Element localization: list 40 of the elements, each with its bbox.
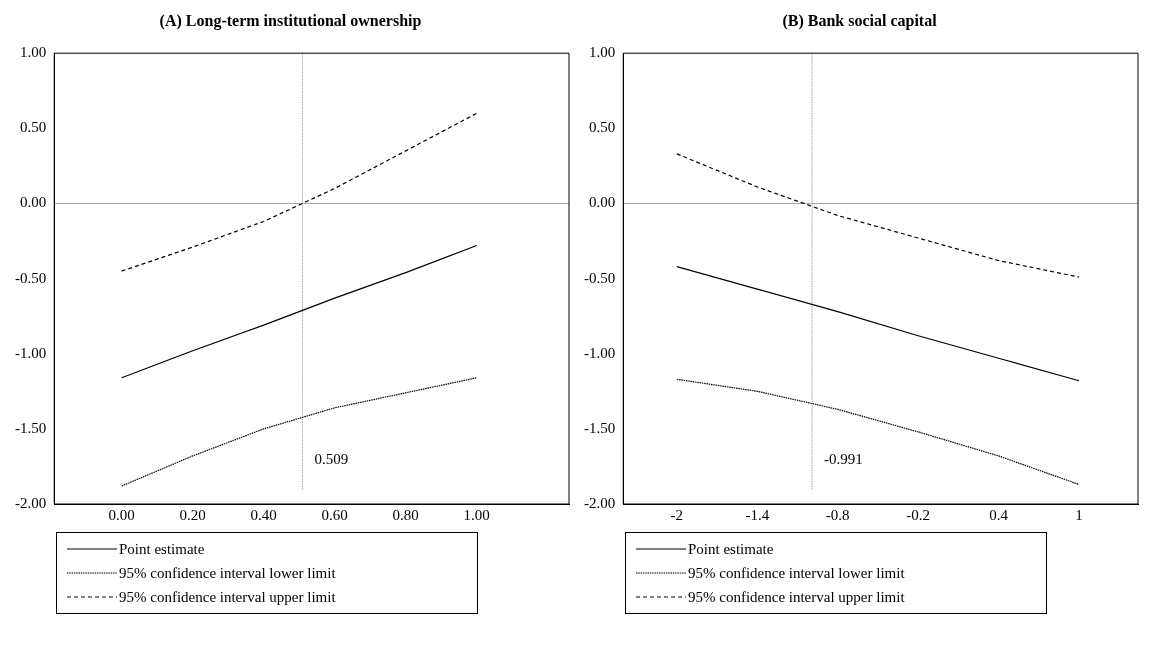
x-tick-label: 1 (1075, 506, 1083, 523)
y-tick-label: 1.00 (20, 44, 47, 61)
legend-label: 95% confidence interval upper limit (688, 588, 905, 606)
x-tick-label: -2 (670, 506, 684, 523)
legend-label: Point estimate (688, 540, 774, 558)
y-tick-label: -1.50 (15, 419, 47, 436)
x-tick-label: 0.20 (179, 506, 206, 523)
legend-label: 95% confidence interval lower limit (688, 564, 905, 582)
legend-label: 95% confidence interval upper limit (119, 588, 336, 606)
x-tick-label: -0.8 (825, 506, 850, 523)
x-tick-label: 0.4 (989, 506, 1009, 523)
y-tick-label: 0.50 (589, 119, 616, 136)
line-series (121, 112, 478, 272)
y-tick-label: 0.50 (20, 119, 47, 136)
x-tick-label: 1.00 (463, 506, 490, 523)
y-tick-label: -1.00 (15, 344, 47, 361)
ref-line-label: 0.509 (314, 451, 349, 467)
y-tick-label: 0.00 (20, 194, 47, 211)
y-tick-label: -1.50 (584, 419, 616, 436)
chart-title: (B) Bank social capital (782, 11, 938, 30)
line-series (676, 153, 1080, 278)
y-tick-label: 0.00 (589, 194, 616, 211)
x-tick-label: 0.00 (108, 506, 135, 523)
legend-label: Point estimate (119, 540, 205, 558)
chart-title: (A) Long-term institutional ownership (159, 11, 422, 30)
y-tick-label: -0.50 (584, 269, 616, 286)
x-tick-label: 0.40 (250, 506, 277, 523)
line-series (676, 378, 1080, 486)
line-series (121, 377, 478, 487)
y-tick-label: -1.00 (584, 344, 616, 361)
ref-line-label: -0.991 (824, 451, 863, 467)
x-tick-label: -1.4 (745, 506, 770, 523)
x-tick-label: 0.60 (321, 506, 348, 523)
x-tick-label: 0.80 (392, 506, 419, 523)
y-tick-label: -2.00 (584, 494, 616, 511)
x-tick-label: -0.2 (906, 506, 931, 523)
legend-label: 95% confidence interval lower limit (119, 564, 336, 582)
y-tick-label: 1.00 (589, 44, 616, 61)
y-tick-label: -0.50 (15, 269, 47, 286)
y-tick-label: -2.00 (15, 494, 47, 511)
